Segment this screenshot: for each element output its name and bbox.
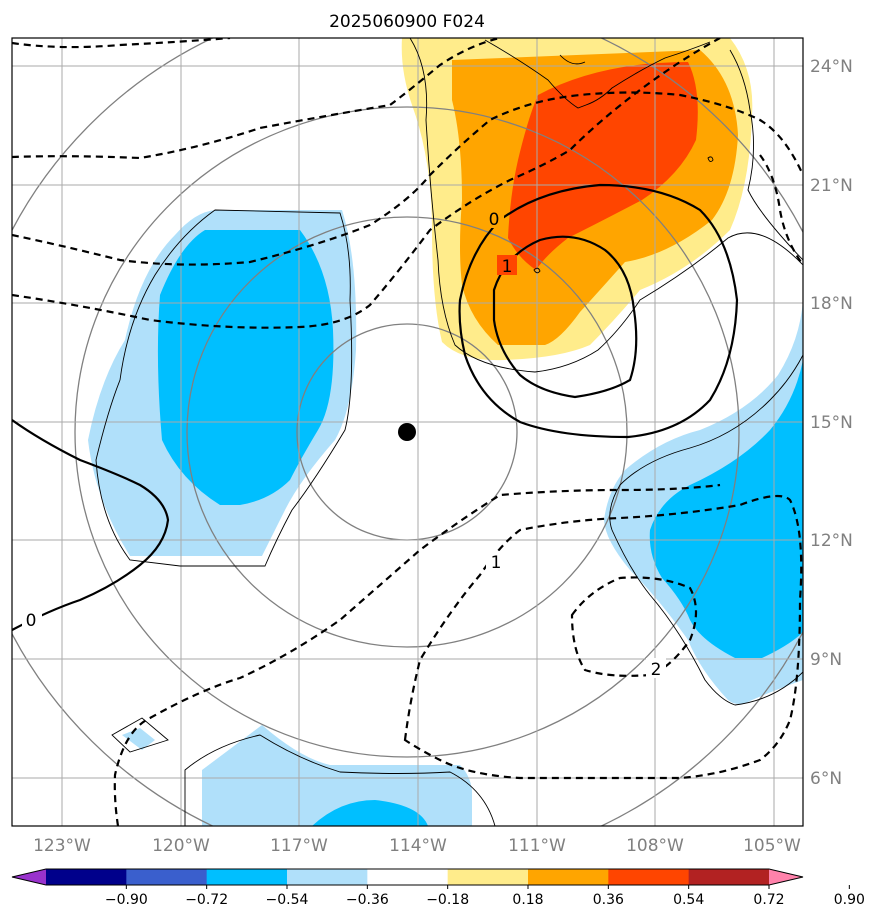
colorbar-tick-label: 0.72: [753, 892, 784, 908]
contour-label: 0: [489, 210, 500, 230]
lon-label: 117°W: [270, 836, 328, 856]
colorbar-segment: [287, 869, 368, 885]
lon-label: 111°W: [508, 836, 566, 856]
lon-label: 123°W: [33, 836, 91, 856]
contour-label: 0: [26, 611, 37, 631]
colorbar-segment: [46, 869, 127, 885]
lat-label: 12°N: [810, 531, 853, 551]
contour-label: 1: [491, 553, 502, 573]
colorbar-extend-low: [12, 869, 46, 885]
map-plot-area: 0 1 0 1 2: [12, 38, 803, 826]
positive-anomaly-strong: [508, 62, 698, 270]
colorbar-tick-label: −0.18: [426, 892, 469, 908]
longitude-axis: 123°W 120°W 117°W 114°W 111°W 108°W 105°…: [33, 836, 801, 856]
dashed-contours: [12, 38, 803, 826]
lat-label: 21°N: [810, 176, 853, 196]
lon-label: 120°W: [152, 836, 210, 856]
lat-label: 24°N: [810, 57, 853, 77]
contour-label: 2: [651, 660, 662, 680]
contour-label-group: 0 1 0 1 2: [22, 208, 666, 680]
negative-anomaly-west-medium: [157, 230, 334, 505]
solid-contours: [12, 183, 739, 631]
map-title: 2025060900 F024: [329, 12, 485, 32]
colorbar-segment: [528, 869, 609, 885]
colorbar-tick-label: 0.36: [593, 892, 624, 908]
colorbar-extend-high: [769, 869, 803, 885]
colorbar-segment: [126, 869, 208, 885]
storm-center-marker: [398, 423, 416, 441]
colorbar: −0.90 −0.72 −0.54 −0.36 −0.18 0.18 0.36 0.54 0.7…: [11, 868, 865, 908]
lat-label: 6°N: [810, 769, 842, 789]
negative-anomaly-south-light: [202, 725, 472, 826]
lat-label: 15°N: [810, 413, 853, 433]
lat-label: 18°N: [810, 294, 853, 314]
lon-label: 114°W: [389, 836, 447, 856]
negative-anomaly-east-medium: [649, 360, 803, 658]
graticule: [12, 38, 803, 826]
colorbar-segment: [608, 869, 690, 885]
colorbar-segment: [206, 869, 288, 885]
coastline-and-outlines: [95, 38, 803, 826]
negative-anomaly-south-medium: [312, 800, 428, 826]
latitude-axis: 24°N 21°N 18°N 15°N 12°N 9°N 6°N: [810, 57, 853, 789]
lon-label: 105°W: [743, 836, 801, 856]
colorbar-outline: [11, 868, 804, 886]
lon-label: 108°W: [626, 836, 684, 856]
colorbar-segment: [688, 869, 770, 885]
colorbar-tick-label: −0.54: [266, 892, 309, 908]
colorbar-tick-label: −0.36: [346, 892, 389, 908]
colorbar-segment: [367, 869, 449, 885]
colorbar-tick-label: −0.90: [105, 892, 148, 908]
colorbar-tick-label: 0.18: [512, 892, 543, 908]
colorbar-tick-label: 0.54: [673, 892, 704, 908]
colorbar-segment: [447, 869, 529, 885]
colorbar-tick-label: 0.90: [834, 892, 865, 908]
map-frame: [11, 37, 804, 827]
contour-label: 1: [502, 257, 513, 277]
colorbar-tick-label: −0.72: [185, 892, 228, 908]
lat-label: 9°N: [810, 650, 842, 670]
negative-anomaly-islet: [122, 728, 155, 750]
